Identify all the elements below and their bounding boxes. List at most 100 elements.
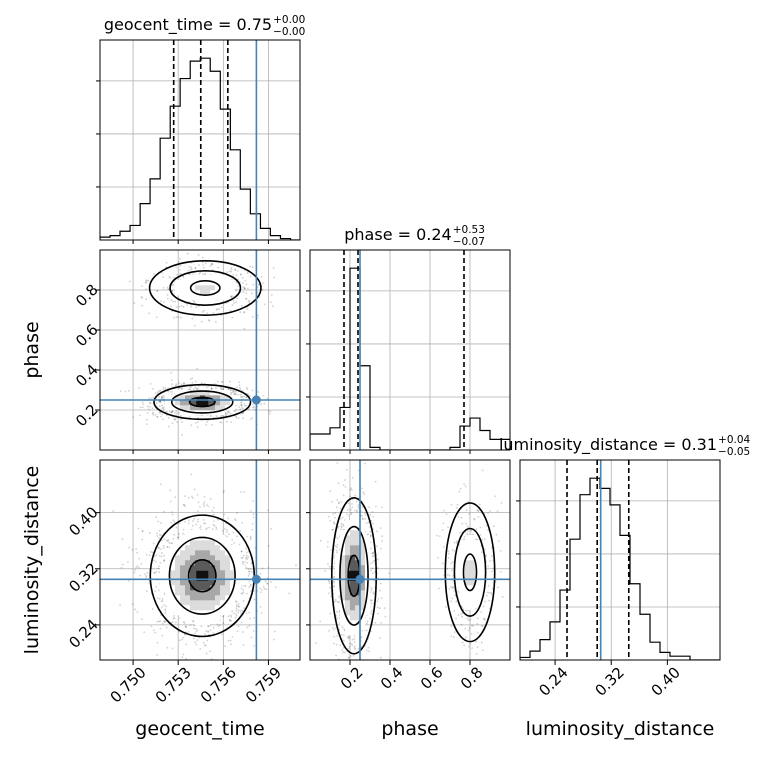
density-cell: [210, 550, 216, 556]
sample-point: [227, 517, 230, 520]
density-cell: [350, 580, 356, 586]
sample-point: [172, 537, 175, 540]
density-cell: [180, 595, 186, 601]
sample-point: [270, 301, 272, 304]
density-cell: [200, 295, 206, 301]
sample-point: [158, 537, 160, 539]
density-cell: [210, 400, 216, 406]
sample-point: [188, 416, 191, 418]
x-tick-label: 0.756: [197, 663, 240, 706]
sample-point: [193, 246, 195, 248]
density-cell: [465, 575, 471, 581]
pair-frame-geocent_time-luminosity_distance: [99, 459, 301, 661]
density-cell: [170, 575, 176, 581]
density-cell: [475, 570, 481, 576]
sample-point: [339, 644, 342, 647]
sample-point: [455, 600, 458, 603]
sample-point: [190, 424, 193, 427]
sample-point: [368, 650, 370, 653]
density-cell: [195, 300, 201, 306]
density-cell: [170, 595, 176, 601]
sample-point: [333, 635, 336, 638]
density-cell: [185, 610, 191, 616]
sample-point: [218, 624, 221, 627]
panel-frame: [519, 459, 721, 661]
sample-point: [193, 324, 196, 327]
density-cell: [225, 585, 231, 591]
density-cell: [340, 620, 346, 626]
sample-point: [155, 554, 158, 557]
density-cell: [195, 550, 201, 556]
sample-point: [213, 520, 215, 523]
sample-point: [226, 412, 229, 415]
sample-point: [146, 279, 149, 282]
sample-point: [170, 379, 173, 381]
sample-point: [182, 636, 185, 639]
sample-point: [351, 503, 353, 505]
sample-point: [237, 611, 239, 614]
sample-point: [248, 611, 251, 614]
contour-line: [453, 527, 487, 617]
sample-point: [458, 490, 461, 493]
density-cell: [465, 545, 471, 551]
sample-point: [222, 491, 225, 494]
sample-point: [273, 276, 276, 279]
title-upper-error: +0.53: [453, 224, 485, 236]
sample-point: [251, 522, 254, 525]
density-cell: [190, 600, 196, 606]
sample-point: [370, 589, 373, 591]
density-cell: [185, 295, 191, 301]
sample-point: [253, 406, 255, 408]
sample-point: [190, 305, 193, 308]
density-cell: [175, 595, 181, 601]
density-cell: [230, 395, 236, 401]
sample-point: [477, 617, 479, 620]
density-cell: [215, 570, 221, 576]
sample-point: [357, 664, 359, 666]
density-cell: [180, 580, 186, 586]
density-cell: [210, 530, 216, 536]
contour-line: [169, 270, 242, 306]
density-cell: [360, 600, 366, 606]
sample-point: [241, 412, 243, 415]
sample-point: [240, 491, 242, 494]
sample-point: [240, 401, 243, 404]
sample-point: [202, 522, 205, 525]
sample-point: [442, 546, 445, 548]
sample-point: [351, 644, 354, 647]
density-cell: [205, 610, 211, 616]
sample-point: [245, 298, 247, 300]
density-cell: [170, 605, 176, 611]
sample-point: [489, 510, 491, 513]
sample-point: [245, 566, 248, 569]
sample-point: [207, 625, 210, 628]
sample-point: [239, 529, 242, 532]
density-cell: [180, 410, 186, 416]
density-cell: [190, 565, 196, 571]
sample-point: [249, 537, 252, 539]
sample-point: [497, 540, 500, 543]
sample-point: [267, 566, 270, 569]
sample-point: [494, 495, 496, 498]
density-cell: [350, 630, 356, 636]
sample-point: [246, 535, 248, 538]
sample-point: [340, 500, 343, 503]
sample-point: [243, 287, 246, 290]
sample-point: [230, 619, 232, 622]
density-cell: [350, 605, 356, 611]
sample-point: [372, 552, 374, 554]
sample-point: [158, 547, 160, 549]
sample-point: [182, 382, 185, 384]
sample-point: [151, 608, 154, 610]
sample-point: [148, 554, 151, 557]
density-cell: [175, 390, 181, 396]
truth-point: [251, 574, 261, 584]
density-cell: [200, 600, 206, 606]
density-cell: [335, 560, 341, 566]
density-cell: [180, 280, 186, 286]
sample-point: [248, 299, 251, 302]
sample-point: [376, 567, 379, 569]
sample-point: [145, 418, 148, 421]
density-cell: [190, 280, 196, 286]
sample-point: [146, 405, 149, 408]
